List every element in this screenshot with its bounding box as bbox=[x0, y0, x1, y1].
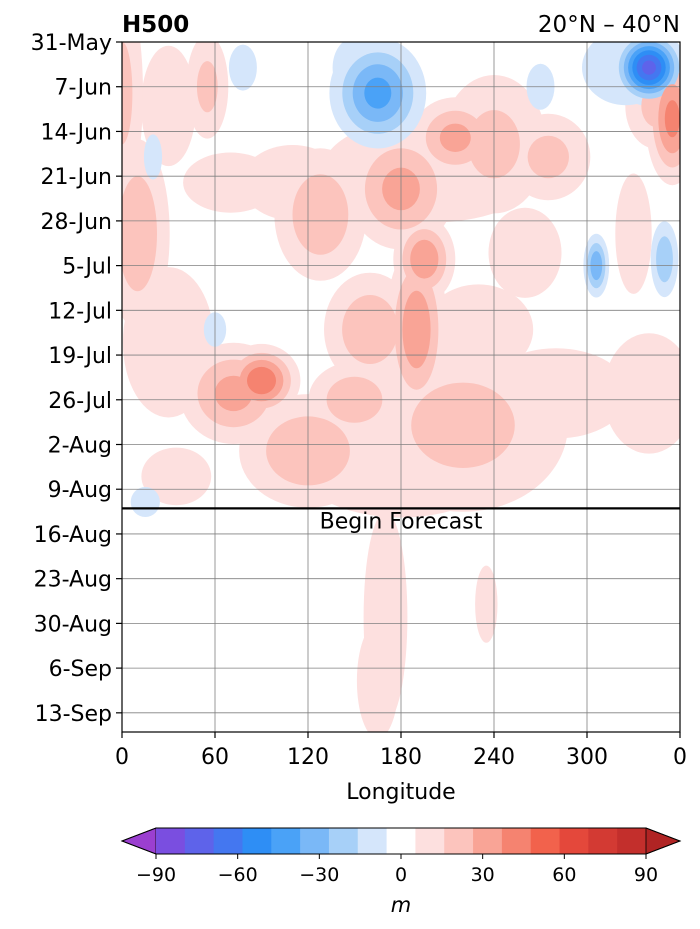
colorbar-segment-4 bbox=[242, 828, 272, 854]
y-tick-label-10: 9-Aug bbox=[48, 478, 112, 503]
y-tick-label-9: 2-Aug bbox=[48, 434, 112, 459]
contour-fill-27-10 bbox=[615, 173, 652, 294]
y-tick-label-3: 21-Jun bbox=[40, 165, 112, 190]
colorbar-tick-label-2: −30 bbox=[299, 864, 339, 886]
y-tick-label-15: 13-Sep bbox=[35, 702, 112, 727]
contour-fill-22-20 bbox=[122, 42, 133, 145]
y-tick-label-13: 30-Aug bbox=[34, 612, 112, 637]
contour-fill-21-20 bbox=[122, 176, 157, 292]
colorbar-segment-5 bbox=[271, 828, 301, 854]
x-tick-label-6: 0 bbox=[673, 745, 687, 770]
contour-fill-35--20 bbox=[656, 236, 673, 283]
latitude-band-title: 20°N – 40°N bbox=[538, 12, 680, 38]
colorbar-segment-2 bbox=[184, 828, 215, 854]
contour-fill-1-30 bbox=[214, 375, 253, 412]
contour-fill-24-20 bbox=[527, 135, 569, 179]
contour-fill-5-30 bbox=[402, 290, 431, 369]
colorbar-tick-label-5: 60 bbox=[552, 864, 576, 886]
contour-fill-25-40 bbox=[664, 100, 680, 138]
x-tick-label-4: 240 bbox=[473, 745, 515, 770]
contour-fill-28-20 bbox=[411, 382, 515, 468]
contour-fill-38--10 bbox=[130, 487, 160, 517]
colorbar-segment-10 bbox=[415, 828, 445, 854]
chart-title: H500 bbox=[122, 12, 189, 38]
colorbar-min-extension bbox=[120, 827, 157, 855]
colorbar-segment-6 bbox=[300, 828, 330, 854]
colorbar-tick-label-4: 30 bbox=[471, 864, 495, 886]
colorbar-tick-label-1: −60 bbox=[218, 864, 258, 886]
contour-fill-6-30 bbox=[410, 239, 439, 279]
contour-fill-32--70 bbox=[642, 60, 656, 75]
colorbar-tick-label-0: −90 bbox=[136, 864, 176, 886]
y-tick-label-14: 6-Sep bbox=[49, 657, 112, 682]
y-tick-label-12: 23-Aug bbox=[34, 568, 112, 593]
y-tick-label-5: 5-Jul bbox=[62, 255, 112, 280]
y-tick-label-4: 28-Jun bbox=[40, 210, 112, 235]
contour-fill-8-20 bbox=[292, 174, 349, 255]
colorbar-segment-13 bbox=[501, 828, 532, 854]
colorbar-tick-label-3: 0 bbox=[395, 864, 407, 886]
colorbar-segment-7 bbox=[328, 828, 359, 854]
colorbar-segment-12 bbox=[473, 828, 503, 854]
y-tick-label-8: 26-Jul bbox=[48, 389, 112, 414]
colorbar-segment-1 bbox=[156, 828, 186, 854]
begin-forecast-label: Begin Forecast bbox=[320, 509, 483, 534]
colorbar-segment-17 bbox=[617, 828, 647, 854]
colorbar-segment-14 bbox=[530, 828, 561, 854]
contour-fill-30--40 bbox=[364, 77, 392, 109]
x-axis: 0 60 120 180 240 300 0 bbox=[115, 732, 687, 770]
x-tick-label-1: 60 bbox=[201, 745, 229, 770]
y-tick-label-1: 7-Jun bbox=[54, 76, 112, 101]
y-tick-label-11: 16-Aug bbox=[34, 523, 112, 548]
colorbar-unit-label: m bbox=[391, 893, 411, 917]
plot-area bbox=[122, 42, 680, 732]
contour-fill-37--10 bbox=[143, 134, 163, 180]
x-tick-label-2: 120 bbox=[287, 745, 329, 770]
y-tick-label-6: 12-Jul bbox=[48, 299, 112, 324]
contour-fill-14-10 bbox=[488, 207, 562, 298]
contour-fill-23-30 bbox=[439, 123, 471, 152]
colorbar-segment-16 bbox=[588, 828, 618, 854]
colorbar-segment-3 bbox=[213, 828, 243, 854]
contour-fill-2-20 bbox=[342, 295, 398, 364]
contour-fill-39--10 bbox=[228, 44, 257, 91]
colorbar-tick-label-6: 90 bbox=[634, 864, 658, 886]
colorbar: −90 −60 −30 0 30 60 90 bbox=[120, 827, 682, 886]
contour-fill-42-10 bbox=[356, 623, 399, 732]
colorbar-max-extension bbox=[645, 827, 682, 855]
colorbar-segment-9 bbox=[386, 828, 416, 854]
y-axis: 31-May 7-Jun 14-Jun 21-Jun 28-Jun 5-Jul 12-Jul… bbox=[31, 31, 122, 727]
x-tick-label-3: 180 bbox=[380, 745, 422, 770]
x-tick-label-5: 300 bbox=[566, 745, 608, 770]
colorbar-segment-11 bbox=[444, 828, 474, 854]
x-tick-label-0: 0 bbox=[115, 745, 129, 770]
contour-fill-0-40 bbox=[247, 366, 276, 395]
y-tick-label-7: 19-Jul bbox=[48, 344, 112, 369]
contour-fill-18-10 bbox=[141, 447, 212, 506]
colorbar-segment-15 bbox=[559, 828, 589, 854]
contour-fill-12-10 bbox=[183, 152, 278, 213]
y-tick-label-0: 31-May bbox=[31, 31, 112, 56]
x-axis-label: Longitude bbox=[346, 780, 455, 805]
y-tick-label-2: 14-Jun bbox=[40, 120, 112, 145]
colorbar-segment-8 bbox=[357, 828, 388, 854]
contour-fill-16-10 bbox=[603, 333, 680, 454]
